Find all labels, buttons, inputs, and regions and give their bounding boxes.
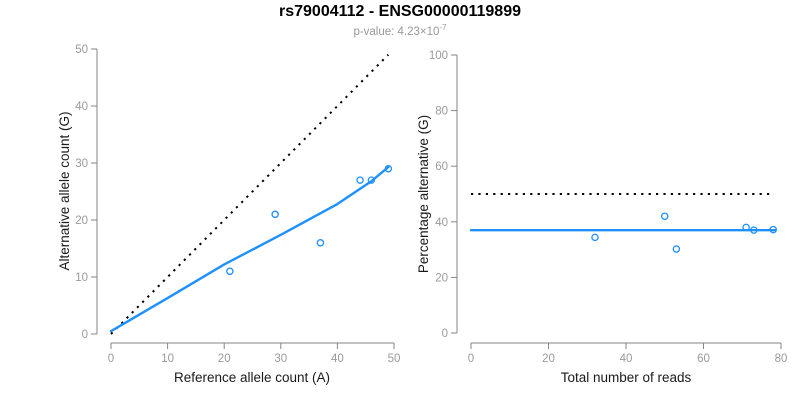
dotted-reference-line (110, 53, 390, 335)
x-axis-title: Total number of reads (561, 370, 692, 385)
data-point (271, 210, 279, 219)
x-tick-label: 20 (542, 353, 555, 365)
plot-subtitle: p-value: 4.23×10-7 (0, 23, 800, 38)
data-point (742, 223, 750, 232)
data-point (672, 245, 681, 253)
y-tick-label: 30 (75, 158, 88, 170)
y-tick-label: 0 (82, 329, 88, 341)
y-tick-label: 60 (435, 161, 448, 173)
y-tick-label: 20 (435, 272, 448, 284)
y-axis-title: Percentage alternative (G) (416, 115, 431, 273)
x-tick-label: 10 (161, 353, 174, 365)
x-tick-label: 0 (108, 353, 114, 365)
data-point (769, 225, 778, 234)
x-tick-label: 30 (274, 353, 287, 365)
data-point (356, 176, 364, 184)
data-point (750, 226, 758, 234)
x-axis-title: Reference allele count (A) (174, 370, 330, 385)
data-point (367, 176, 376, 184)
y-tick-label: 50 (75, 44, 88, 56)
x-tick-label: 60 (697, 353, 710, 365)
x-tick-label: 80 (775, 353, 788, 365)
data-point (226, 267, 234, 276)
x-tick-label: 40 (620, 353, 633, 365)
x-tick-label: 50 (388, 353, 401, 365)
y-tick-label: 40 (435, 217, 448, 229)
data-point (661, 212, 669, 220)
data-point (316, 239, 325, 247)
y-tick-label: 20 (75, 215, 88, 227)
fit-line (109, 165, 390, 333)
data-point (384, 164, 393, 173)
data-point (591, 233, 599, 242)
y-tick-label: 0 (442, 328, 448, 340)
y-tick-label: 40 (75, 101, 88, 113)
y-tick-label: 10 (75, 272, 88, 284)
y-axis-title: Alternative allele count (G) (57, 111, 72, 270)
x-tick-label: 0 (468, 353, 474, 365)
x-tick-label: 20 (218, 353, 231, 365)
x-tick-label: 40 (331, 353, 344, 365)
y-tick-label: 80 (435, 106, 448, 118)
y-tick-label: 100 (429, 50, 448, 62)
pvalue-exponent: -7 (439, 23, 447, 32)
pvalue-text: p-value: 4.23×10 (353, 25, 440, 38)
plot-title: rs79004112 - ENSG00000119899 (279, 3, 521, 20)
